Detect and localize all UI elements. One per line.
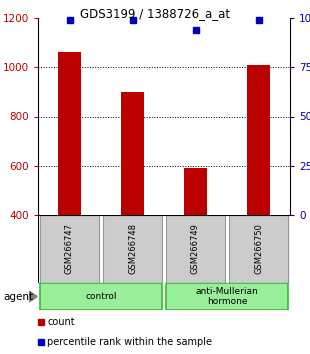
Text: GSM266747: GSM266747	[65, 223, 74, 274]
Text: count: count	[47, 317, 75, 327]
Bar	[228, 215, 288, 283]
Bar	[122, 92, 144, 215]
Text: GSM266750: GSM266750	[254, 224, 263, 274]
Text: control: control	[85, 292, 117, 301]
Bar	[247, 65, 269, 215]
Bar	[184, 168, 206, 215]
Text: percentile rank within the sample: percentile rank within the sample	[47, 337, 212, 347]
Bar	[40, 283, 162, 310]
Bar	[38, 339, 44, 345]
Text: GSM266749: GSM266749	[191, 224, 200, 274]
Bar	[40, 215, 100, 283]
Bar	[38, 319, 44, 325]
Bar	[103, 215, 162, 283]
Text: GDS3199 / 1388726_a_at: GDS3199 / 1388726_a_at	[80, 7, 230, 20]
Bar	[59, 52, 81, 215]
Text: GSM266748: GSM266748	[128, 223, 137, 274]
Text: anti-Mullerian
hormone: anti-Mullerian hormone	[196, 287, 258, 306]
Bar	[166, 215, 225, 283]
Bar	[166, 283, 288, 310]
Text: agent: agent	[3, 291, 33, 302]
